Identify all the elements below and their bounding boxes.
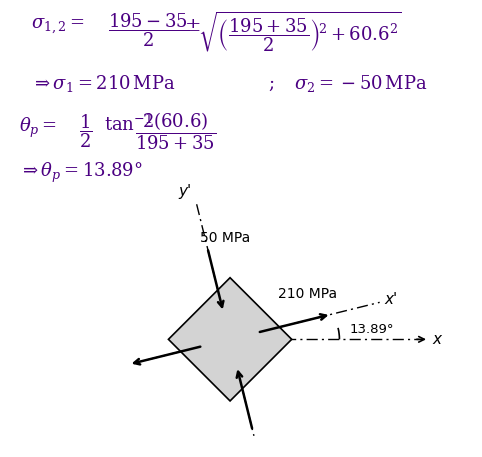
Text: $\dfrac{2(60.6)}{195+35}$: $\dfrac{2(60.6)}{195+35}$: [135, 111, 216, 152]
Text: $\Rightarrow\theta_p=13.89°$: $\Rightarrow\theta_p=13.89°$: [19, 160, 143, 185]
Text: y': y': [178, 184, 192, 199]
Text: $\theta_p=$: $\theta_p=$: [19, 116, 57, 140]
Text: $;\quad\sigma_2=-50\,\mathrm{MPa}$: $;\quad\sigma_2=-50\,\mathrm{MPa}$: [268, 73, 428, 94]
Polygon shape: [168, 278, 292, 401]
Text: $\sigma_{1,2}=$: $\sigma_{1,2}=$: [31, 16, 85, 36]
Text: 13.89°: 13.89°: [349, 323, 394, 336]
Text: $\dfrac{195-35}{2}$: $\dfrac{195-35}{2}$: [108, 11, 189, 49]
Text: x': x': [385, 292, 398, 307]
Text: $\pm$: $\pm$: [184, 17, 201, 35]
Text: x: x: [433, 332, 442, 347]
Text: $\mathrm{tan}^{-1}$: $\mathrm{tan}^{-1}$: [104, 114, 152, 135]
Text: 210 MPa: 210 MPa: [278, 287, 337, 301]
Text: $\dfrac{1}{2}$: $\dfrac{1}{2}$: [79, 113, 93, 150]
Text: 50 MPa: 50 MPa: [200, 231, 250, 245]
Text: $\Rightarrow\sigma_1=210\,\mathrm{MPa}$: $\Rightarrow\sigma_1=210\,\mathrm{MPa}$: [31, 73, 176, 94]
Text: $\sqrt{\left(\dfrac{195+35}{2}\right)^{\!2}+60.6^2}$: $\sqrt{\left(\dfrac{195+35}{2}\right)^{\…: [198, 9, 402, 54]
